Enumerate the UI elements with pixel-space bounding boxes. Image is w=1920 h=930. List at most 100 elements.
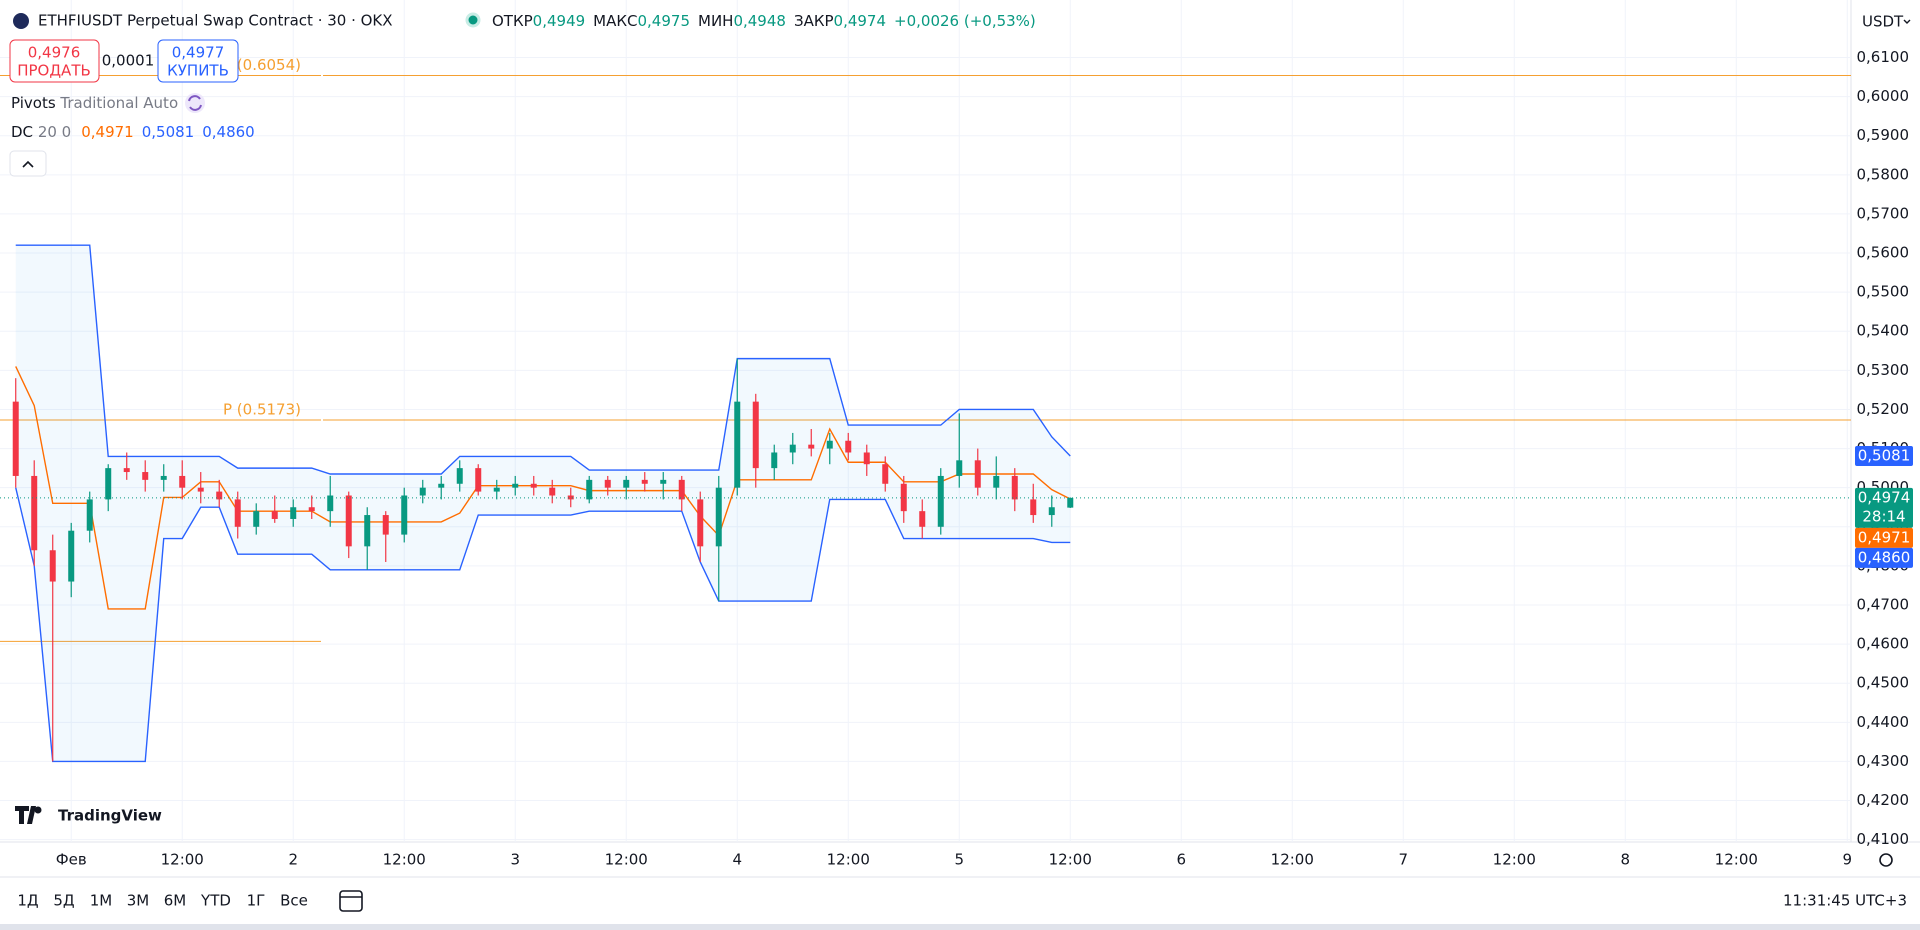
chevron [22, 160, 34, 168]
price-badge-label: 0,4971 [1858, 528, 1911, 546]
candle-body [845, 440, 852, 453]
candle-body [512, 483, 519, 488]
candle-body [31, 475, 38, 551]
ohlc-value: 0,4949 [533, 12, 586, 30]
buy-button[interactable] [157, 39, 239, 83]
candle-body [604, 479, 611, 488]
candle-body [105, 468, 112, 500]
dc-upper: 0,5081 [142, 123, 195, 141]
x-tick-label: 12:00 [1715, 851, 1758, 869]
range-button[interactable]: 5Д [53, 892, 74, 910]
pivot-label: (0.6054) [237, 56, 301, 74]
symbol-icon [13, 13, 29, 29]
collapse-button[interactable] [9, 150, 47, 177]
price-badge-label: 0,4974 [1858, 488, 1911, 506]
range-button[interactable]: 6М [164, 892, 187, 910]
candle-body [549, 487, 556, 496]
candle-body [771, 452, 778, 469]
range-button[interactable]: YTD [200, 892, 231, 910]
buy-price: 0,4977 [172, 44, 225, 62]
candle-body [826, 440, 833, 449]
candle-body [900, 483, 907, 512]
calendar-icon[interactable] [339, 890, 363, 912]
price-badge-label: 0,5081 [1858, 447, 1911, 465]
y-tick-label: 0,4100 [1857, 830, 1910, 848]
sell-button[interactable] [9, 39, 100, 83]
candle-body [345, 495, 352, 547]
x-tick-label: 12:00 [1049, 851, 1092, 869]
candle-body [1030, 499, 1037, 516]
price-badge-label: 0,4860 [1858, 548, 1911, 566]
y-tick-label: 0,6100 [1857, 48, 1910, 66]
range-button[interactable]: 1Д [17, 892, 38, 910]
x-tick-label: 5 [954, 851, 964, 869]
buy-label: КУПИТЬ [167, 62, 229, 80]
sell-price: 0,4976 [28, 44, 81, 62]
ohlc-value: 0,4975 [638, 12, 691, 30]
candle-body [863, 452, 870, 465]
logo-mark [34, 806, 42, 814]
candle-body [438, 483, 445, 488]
y-tick-label: 0,5500 [1857, 283, 1910, 301]
y-tick-label: 0,5300 [1857, 361, 1910, 379]
settings-icon[interactable] [1879, 853, 1893, 867]
x-tick-label: 12:00 [1271, 851, 1314, 869]
y-tick-label: 0,5900 [1857, 126, 1910, 144]
dc-lower: 0,4860 [202, 123, 255, 141]
candle-body [216, 491, 223, 500]
x-tick-label: 12:00 [1493, 851, 1536, 869]
candle-body [382, 515, 389, 535]
pivots-legend: Pivots Traditional Auto [11, 94, 178, 112]
candle-body [160, 475, 167, 480]
y-tick-label: 0,4700 [1857, 596, 1910, 614]
dc-legend: DC 20 0 0,4971 0,5081 0,4860 [11, 123, 255, 141]
candle-body [623, 479, 630, 488]
y-tick-label: 0,4500 [1857, 674, 1910, 692]
y-tick-label: 0,5800 [1857, 165, 1910, 183]
candle-body [715, 487, 722, 547]
y-tick-label: 0,4600 [1857, 635, 1910, 653]
currency-button[interactable] [1855, 6, 1915, 36]
y-tick-label: 0,5600 [1857, 244, 1910, 262]
ohlc-value: 0,4948 [733, 12, 786, 30]
x-tick-label: 12:00 [827, 851, 870, 869]
x-tick-label: 9 [1843, 851, 1853, 869]
candle-body [271, 511, 278, 519]
candle-body [678, 479, 685, 500]
candle-body [327, 495, 334, 512]
sell-label: ПРОДАТЬ [17, 62, 91, 80]
candle-body [974, 460, 981, 488]
candle-body [808, 444, 815, 449]
x-tick-label: Фев [56, 851, 87, 869]
candle-body [123, 468, 130, 473]
symbol-title: ETHFIUSDT Perpetual Swap Contract · 30 ·… [38, 12, 393, 30]
x-tick-label: 4 [732, 851, 742, 869]
range-button[interactable]: 1Г [247, 892, 266, 910]
x-tick-label: 12:00 [605, 851, 648, 869]
x-tick-label: 12:00 [161, 851, 204, 869]
range-button[interactable]: 1М [90, 892, 113, 910]
refresh-glyph [188, 95, 202, 111]
range-button[interactable]: 3М [127, 892, 150, 910]
indicator-params: Traditional Auto [59, 94, 178, 112]
x-tick-label: 3 [510, 851, 520, 869]
candle-body [1048, 507, 1055, 516]
candle-body [142, 472, 149, 480]
spread: 0,0001 [102, 52, 155, 70]
ohlc: ОТКР0,4949 МАКС0,4975 МИН0,4948 ЗАКР0,4974 +… [492, 12, 1036, 30]
price-badge [1855, 487, 1913, 528]
candle-body [586, 479, 593, 500]
x-tick-label: 7 [1399, 851, 1409, 869]
plot: (0.6054) P (0.5173) [0, 0, 1851, 842]
range-button[interactable]: Все [280, 892, 308, 910]
candle-body [1011, 475, 1018, 500]
candle-body [456, 468, 463, 484]
x-tick-label: 6 [1176, 851, 1186, 869]
dc-basis [15, 366, 1071, 610]
logo-mark [15, 806, 36, 824]
candle-body [567, 495, 574, 500]
candle-body [919, 511, 926, 527]
candle-body [86, 499, 93, 531]
